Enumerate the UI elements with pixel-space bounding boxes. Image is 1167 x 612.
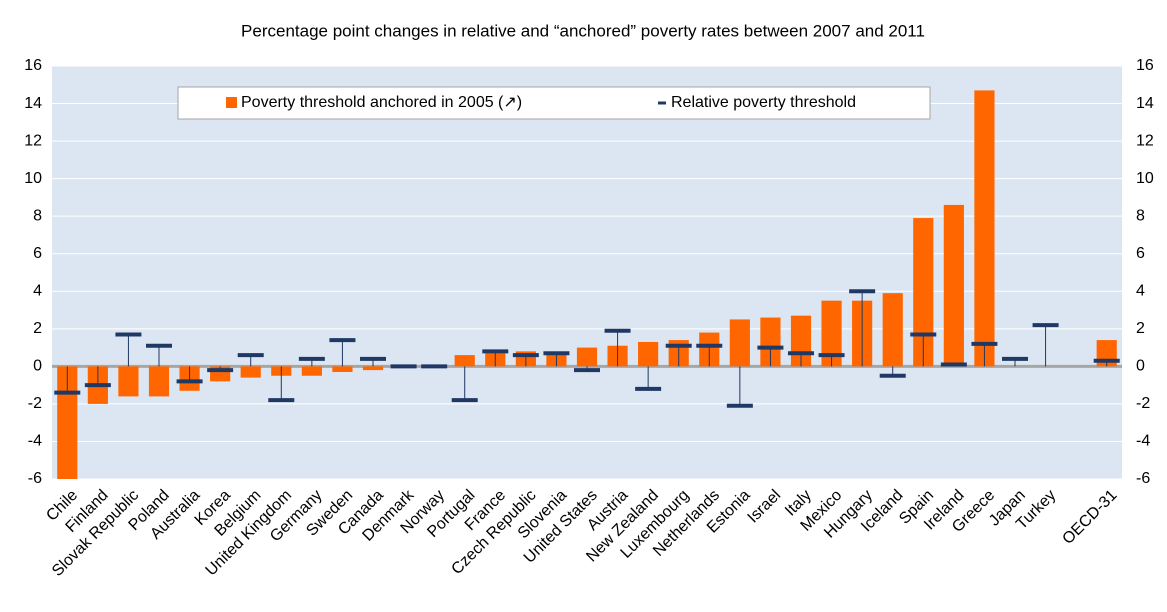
y2-tick-label: 0 <box>1136 358 1145 375</box>
plot-background <box>52 66 1122 479</box>
y-tick-label: 16 <box>24 57 42 74</box>
y2-tick-label: 10 <box>1136 170 1154 187</box>
y2-tick-label: 2 <box>1136 320 1145 337</box>
bar <box>638 341 659 367</box>
y-tick-label: -6 <box>28 470 42 487</box>
y2-tick-label: -6 <box>1136 470 1150 487</box>
chart-title: Percentage point changes in relative and… <box>241 21 925 40</box>
y-tick-label: 4 <box>33 282 42 299</box>
legend-swatch <box>226 97 237 108</box>
bar <box>974 90 995 367</box>
bar <box>913 218 934 367</box>
bar <box>332 366 353 372</box>
bar <box>240 366 261 378</box>
legend-label: Relative poverty threshold <box>671 94 856 111</box>
bar <box>576 347 598 367</box>
bar <box>943 204 964 367</box>
bar <box>729 319 750 367</box>
y-tick-label: -2 <box>28 395 42 412</box>
y2-tick-label: 16 <box>1136 57 1154 74</box>
y2-tick-label: 4 <box>1136 282 1145 299</box>
y2-tick-label: 12 <box>1136 132 1154 149</box>
y-tick-label: -4 <box>28 433 42 450</box>
y2-tick-label: -2 <box>1136 395 1150 412</box>
y2-tick-label: -4 <box>1136 433 1150 450</box>
bar <box>301 366 322 376</box>
bar <box>760 317 781 367</box>
x-tick-label: Israel <box>745 487 785 527</box>
y-tick-label: 10 <box>24 170 42 187</box>
y2-tick-label: 14 <box>1136 95 1154 112</box>
y-tick-label: 14 <box>24 95 42 112</box>
y-tick-label: 8 <box>33 207 42 224</box>
bar <box>454 355 475 367</box>
y-tick-label: 12 <box>24 132 42 149</box>
bar <box>118 366 139 397</box>
bar <box>362 366 384 371</box>
legend-box <box>177 86 931 120</box>
x-tick-label: OECD-31 <box>1059 487 1120 548</box>
y-tick-label: 0 <box>33 358 42 375</box>
bar <box>821 300 842 367</box>
bar <box>148 366 170 397</box>
y2-tick-label: 6 <box>1136 245 1145 262</box>
y-tick-label: 2 <box>33 320 42 337</box>
legend-label: Poverty threshold anchored in 2005 (↗) <box>241 94 522 111</box>
y2-tick-label: 8 <box>1136 207 1145 224</box>
bar <box>882 293 903 367</box>
y-tick-label: 6 <box>33 245 42 262</box>
